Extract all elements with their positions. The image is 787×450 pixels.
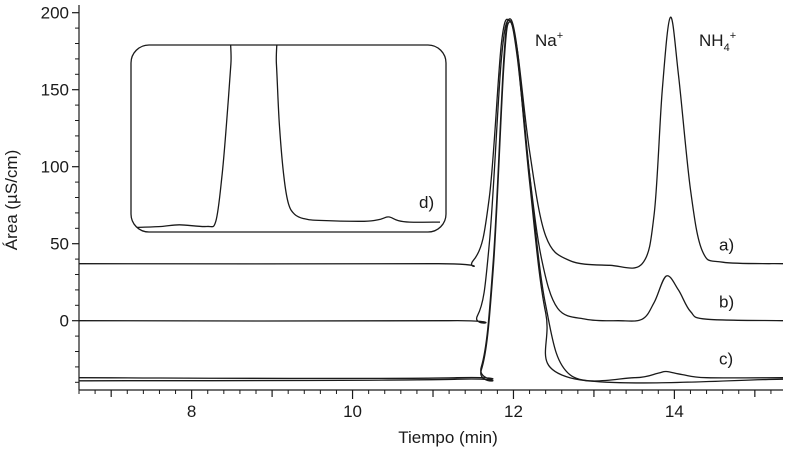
x-axis-label: Tiempo (min)	[398, 428, 498, 447]
y-tick-label: 200	[41, 4, 69, 23]
x-tick-label: 12	[504, 402, 523, 421]
inset-label: d)	[419, 193, 434, 212]
inset-frame	[130, 44, 447, 233]
peak-label-na: Na+	[535, 30, 563, 50]
traces: a) b) c)	[78, 16, 784, 384]
trace-b	[78, 19, 784, 324]
x-tick-label: 14	[665, 402, 684, 421]
y-tick-label: 100	[41, 158, 69, 177]
inset: d)	[130, 44, 447, 233]
trace-c2	[78, 21, 784, 384]
axes: 0 50 100 150 200 8 10 12 14	[41, 4, 783, 421]
inset-trace	[136, 45, 441, 229]
y-tick-label: 150	[41, 81, 69, 100]
y-tick-label: 0	[60, 312, 69, 331]
x-tick-label: 8	[187, 402, 196, 421]
y-axis-label: Área (µS/cm)	[2, 150, 21, 250]
trace-label-a: a)	[719, 236, 734, 255]
y-tick-label: 50	[50, 235, 69, 254]
labels: Tiempo (min) Área (µS/cm) Na+ NH4+	[2, 30, 736, 447]
peak-label-nh4: NH4+	[699, 30, 736, 54]
trace-a	[78, 16, 784, 269]
trace-label-c: c)	[719, 350, 733, 369]
x-tick-label: 10	[343, 402, 362, 421]
trace-label-b: b)	[719, 293, 734, 312]
